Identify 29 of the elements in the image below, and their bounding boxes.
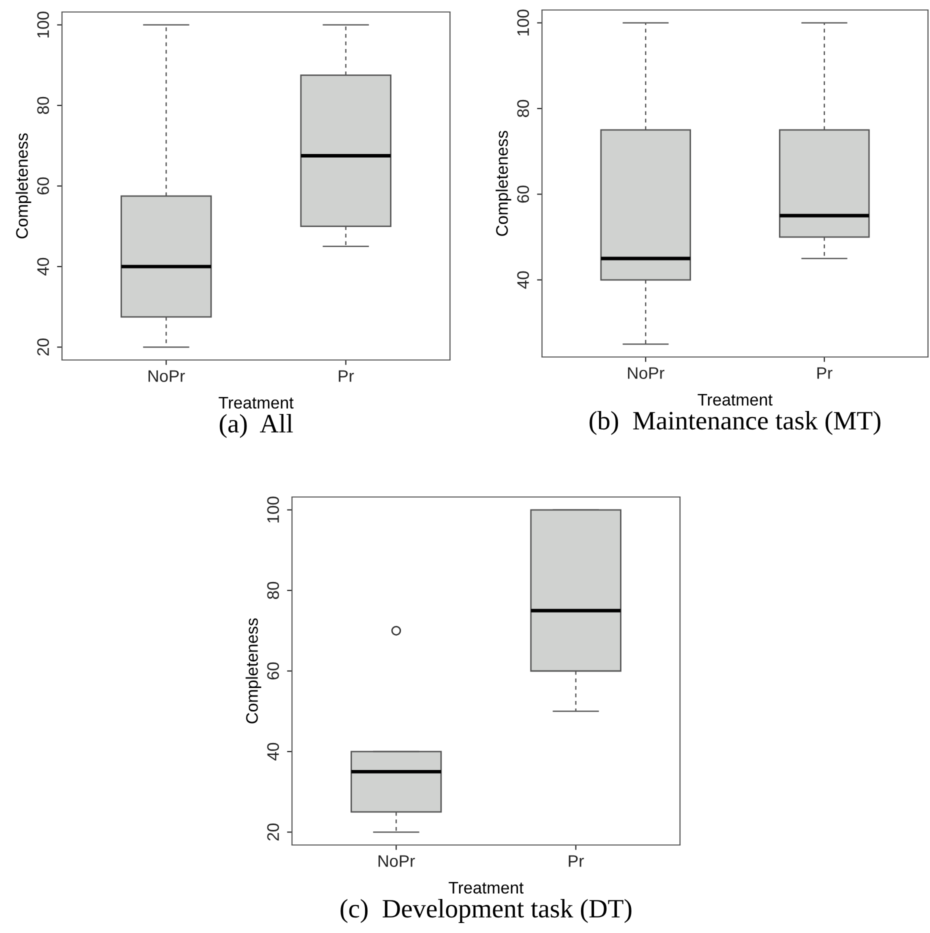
y-tick-label: 60 (267, 662, 279, 680)
x-axis-title: Treatment (218, 396, 294, 409)
text: (a) All (220, 414, 293, 438)
text: (b) Maintenance task (MT) (590, 411, 880, 435)
x-tick-label: Pr (568, 855, 584, 867)
x-tick-label: NoPr (148, 370, 185, 382)
x-tick-label: NoPr (378, 855, 415, 867)
y-tick-label: 100 (267, 496, 279, 523)
y-tick-label: 80 (517, 100, 529, 118)
y-tick-label: 20 (267, 823, 279, 841)
y-tick-label: 40 (37, 258, 49, 276)
text: (c) Development task (DT) (340, 899, 632, 923)
x-axis-title: Treatment (448, 882, 524, 894)
y-tick-label: 40 (517, 271, 529, 289)
y-axis-title: Completeness (16, 133, 32, 238)
y-axis-title: Completeness (246, 618, 262, 724)
y-tick-label: 40 (267, 742, 279, 760)
y-tick-label: 100 (517, 10, 529, 36)
y-tick-label: 100 (37, 12, 49, 38)
x-tick-label: NoPr (628, 367, 664, 379)
y-tick-label: 80 (37, 96, 49, 114)
y-axis-title: Completeness (496, 130, 512, 236)
y-tick-label: 20 (37, 338, 49, 356)
x-tick-label: Pr (338, 370, 354, 382)
y-tick-label: 60 (517, 186, 529, 203)
x-axis-title: Treatment (698, 394, 773, 406)
x-tick-label: Pr (817, 367, 832, 379)
y-tick-label: 80 (267, 582, 279, 599)
y-tick-label: 60 (37, 177, 49, 194)
